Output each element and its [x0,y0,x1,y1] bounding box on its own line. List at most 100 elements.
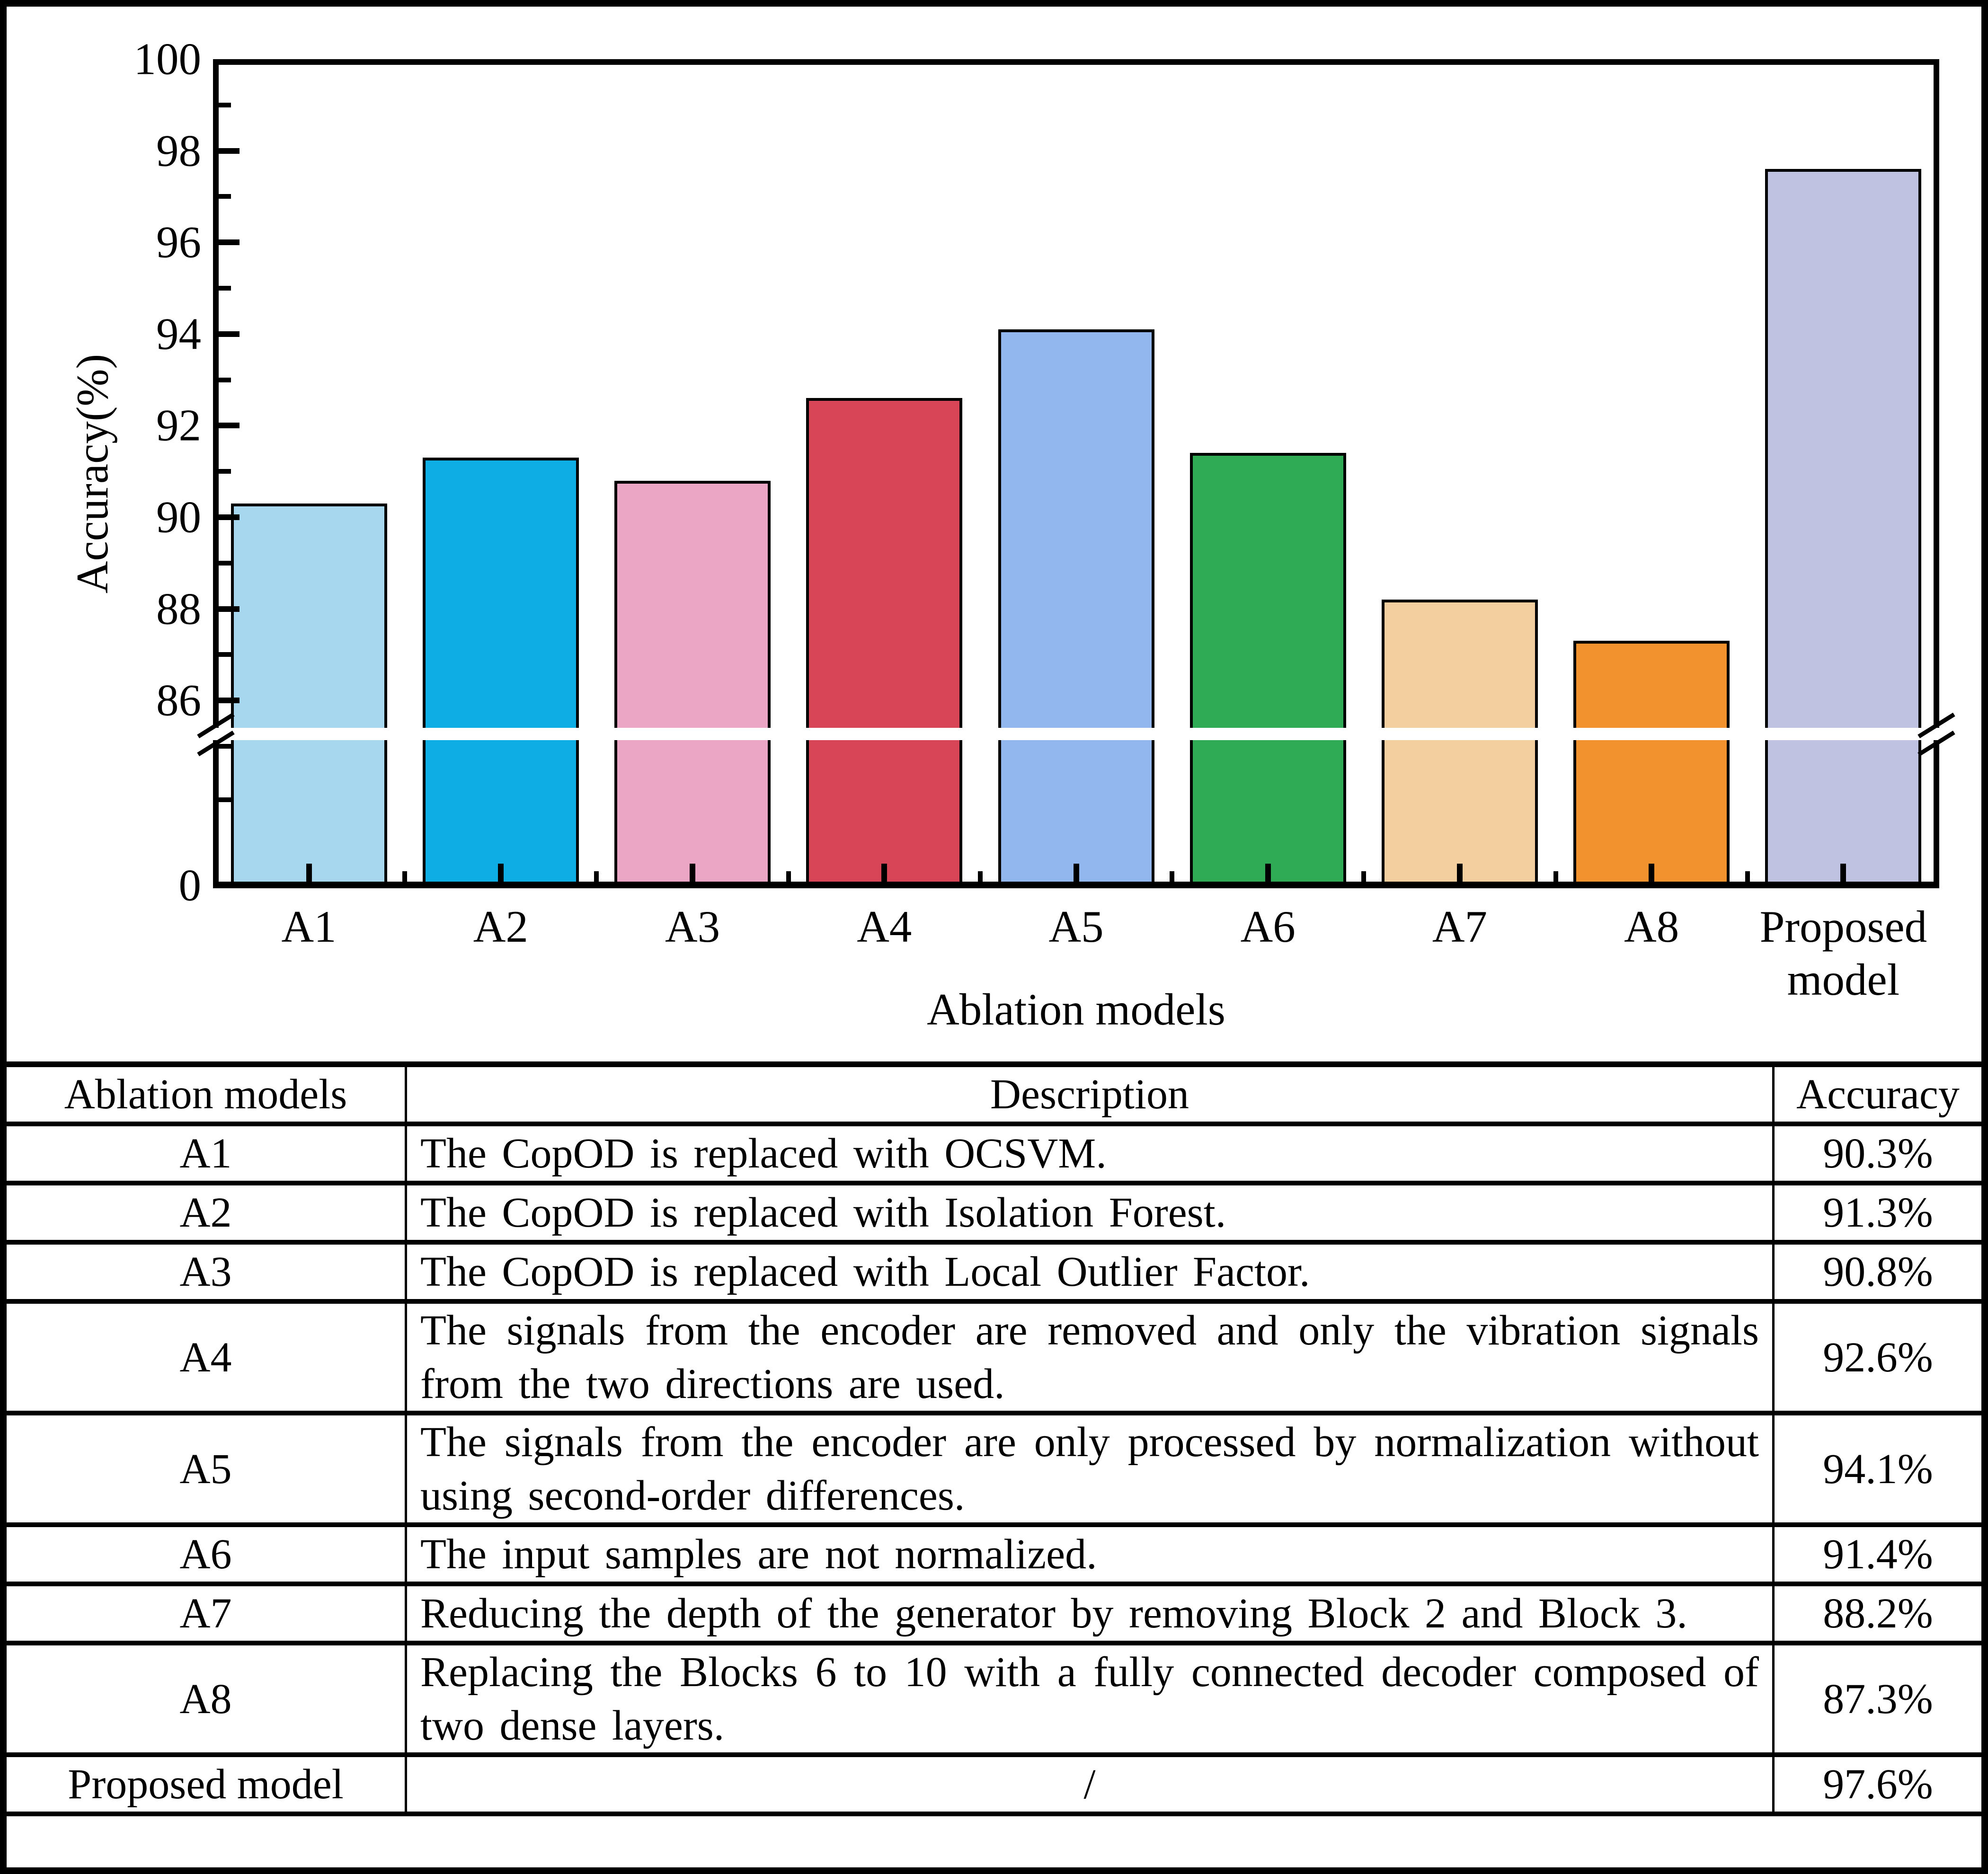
plot-right-border [1934,59,1939,888]
accuracy-cell: 87.3% [1772,1645,1981,1757]
description-cell: / [407,1757,1772,1816]
x-boundary-tick-7 [1553,871,1558,883]
y-axis-line [213,59,219,888]
y-tick-label-0: 0 [178,860,202,910]
x-axis-line [213,882,1939,888]
table-row: A6 The input samples are not normalized.… [7,1527,1981,1586]
model-cell: A3 [7,1245,407,1304]
table-row: A8 Replacing the Blocks 6 to 10 with a f… [7,1645,1981,1757]
accuracy-cell: 88.2% [1772,1586,1981,1645]
bar-a5 [998,329,1154,885]
x-boundary-tick-2 [594,871,599,883]
description-cell: The signals from the encoder are only pr… [407,1415,1772,1527]
y-tick-label-98: 98 [156,125,201,176]
x-boundary-tick-5 [1170,871,1175,883]
x-tick-label-4: A4 [857,902,912,952]
description-cell: The CopOD is replaced with Local Outlier… [407,1245,1772,1304]
accuracy-cell: 92.6% [1772,1304,1981,1415]
bar-a1 [231,503,387,885]
x-center-tick-8 [1649,864,1655,883]
x-center-tick-6 [1265,864,1271,883]
table-row: Proposed model / 97.6% [7,1757,1981,1816]
description-cell: The CopOD is replaced with Isolation For… [407,1185,1772,1245]
ablation-results-table: Ablation models Description Accuracy A1 … [7,1061,1981,1816]
x-center-tick-7 [1456,864,1463,883]
x-boundary-tick-4 [977,871,983,883]
x-center-tick-4 [881,864,888,883]
bar-a2 [422,458,579,885]
model-cell: A5 [7,1415,407,1527]
x-boundary-tick-3 [786,871,791,883]
y-tick-label-90: 90 [156,492,201,542]
y-tick-label-96: 96 [156,217,201,267]
bar-a8 [1573,641,1730,885]
model-cell: Proposed model [7,1757,407,1816]
model-cell: A7 [7,1586,407,1645]
x-center-tick-5 [1073,864,1079,883]
accuracy-cell: 91.4% [1772,1527,1981,1586]
description-cell: The CopOD is replaced with OCSVM. [407,1126,1772,1185]
table-header-row: Ablation models Description Accuracy [7,1067,1981,1126]
model-cell: A8 [7,1645,407,1757]
y-minor-tick-99 [219,102,231,107]
model-cell: A1 [7,1126,407,1185]
y-minor-tick-89 [219,560,231,566]
plot-top-border [213,59,1939,65]
bar-a7 [1381,600,1538,885]
y-minor-tick-93 [219,377,231,382]
y-axis-title: Accuracy(%) [67,354,117,594]
accuracy-cell: 90.3% [1772,1126,1981,1185]
x-center-tick-2 [497,864,504,883]
header-accuracy: Accuracy [1772,1067,1981,1126]
accuracy-bar-chart: 100 98 96 94 92 90 88 86 0 A1 A2 A3 A4 A5 A6 A7 A8 Propo… [67,34,1955,1034]
axis-break-band [206,728,1946,740]
header-ablation-models: Ablation models [7,1067,407,1126]
x-center-tick-3 [690,864,696,883]
y-major-tick-92 [219,423,240,429]
x-tick-label-6: A6 [1240,902,1296,952]
model-cell: A6 [7,1527,407,1586]
bar-a3 [614,480,771,885]
y-minor-tick-95 [219,286,231,291]
table-row: A3 The CopOD is replaced with Local Outl… [7,1245,1981,1304]
description-cell: The input samples are not normalized. [407,1527,1772,1586]
accuracy-cell: 91.3% [1772,1185,1981,1245]
bar-a4 [806,398,963,885]
table-row: A7 Reducing the depth of the generator b… [7,1586,1981,1645]
y-major-tick-90 [219,514,240,520]
table-row: A4 The signals from the encoder are remo… [7,1304,1981,1415]
description-cell: The signals from the encoder are removed… [407,1304,1772,1415]
header-description: Description [407,1067,1772,1126]
y-minor-tick-87 [219,652,231,657]
x-boundary-tick-6 [1361,871,1367,883]
y-major-tick-96 [219,239,240,246]
y-major-tick-98 [219,148,240,154]
y-major-tick-88 [219,606,240,612]
description-cell: Replacing the Blocks 6 to 10 with a full… [407,1645,1772,1757]
x-boundary-tick-8 [1745,871,1750,883]
bar-a6 [1189,453,1346,885]
bar-proposed-model [1765,169,1922,885]
y-tick-label-94: 94 [156,309,201,359]
model-cell: A4 [7,1304,407,1415]
x-axis-title: Ablation models [927,984,1225,1034]
x-boundary-tick-1 [402,871,408,883]
table-row: A5 The signals from the encoder are only… [7,1415,1981,1527]
x-tick-label-7: A7 [1432,902,1487,952]
y-tick-label-100: 100 [133,34,202,84]
x-tick-label-9: Proposed model [1759,902,1927,1005]
y-minor-tick-85 [219,744,231,749]
y-tick-label-86: 86 [156,675,201,725]
accuracy-cell: 90.8% [1772,1245,1981,1304]
x-tick-label-1: A1 [281,902,337,952]
model-cell: A2 [7,1185,407,1245]
description-cell: Reducing the depth of the generator by r… [407,1586,1772,1645]
y-major-tick-94 [219,331,240,337]
x-center-tick-1 [306,864,312,883]
y-minor-tick-97 [219,194,231,199]
y-minor-tick-91 [219,469,231,474]
y-tick-label-92: 92 [156,400,201,451]
table-row: A2 The CopOD is replaced with Isolation … [7,1185,1981,1245]
